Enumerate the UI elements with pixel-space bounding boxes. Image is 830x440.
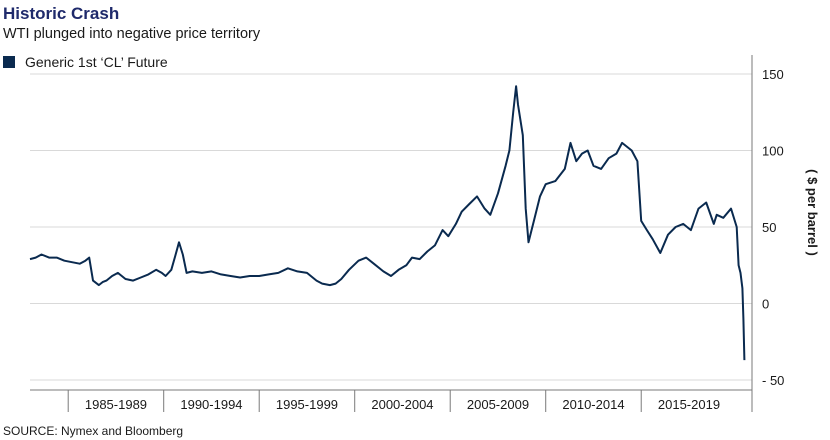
x-tick-label: 1990-1994 (180, 397, 242, 412)
x-tick-label: 1995-1999 (276, 397, 338, 412)
x-tick-label: 2000-2004 (371, 397, 433, 412)
chart-subtitle: WTI plunged into negative price territor… (3, 26, 261, 42)
y-tick-label: 150 (762, 67, 784, 82)
series-line (29, 85, 746, 361)
y-tick-label: - 50 (762, 373, 784, 388)
x-tick-label: 1985-1989 (85, 397, 147, 412)
legend: Generic 1st ‘CL’ Future (3, 54, 168, 70)
y-axis-label: ( $ per barrel ) (805, 169, 820, 256)
legend-swatch (3, 56, 15, 68)
legend-label: Generic 1st ‘CL’ Future (25, 54, 168, 70)
source-note: SOURCE: Nymex and Bloomberg (3, 424, 184, 438)
x-tick-label: 2005-2009 (467, 397, 529, 412)
y-tick-label: 100 (762, 144, 784, 159)
y-tick-label: 0 (762, 297, 769, 312)
x-tick-label: 2015-2019 (658, 397, 720, 412)
chart-title: Historic Crash (3, 4, 120, 23)
x-tick-label: 2010-2014 (562, 397, 624, 412)
y-tick-label: 50 (762, 220, 776, 235)
